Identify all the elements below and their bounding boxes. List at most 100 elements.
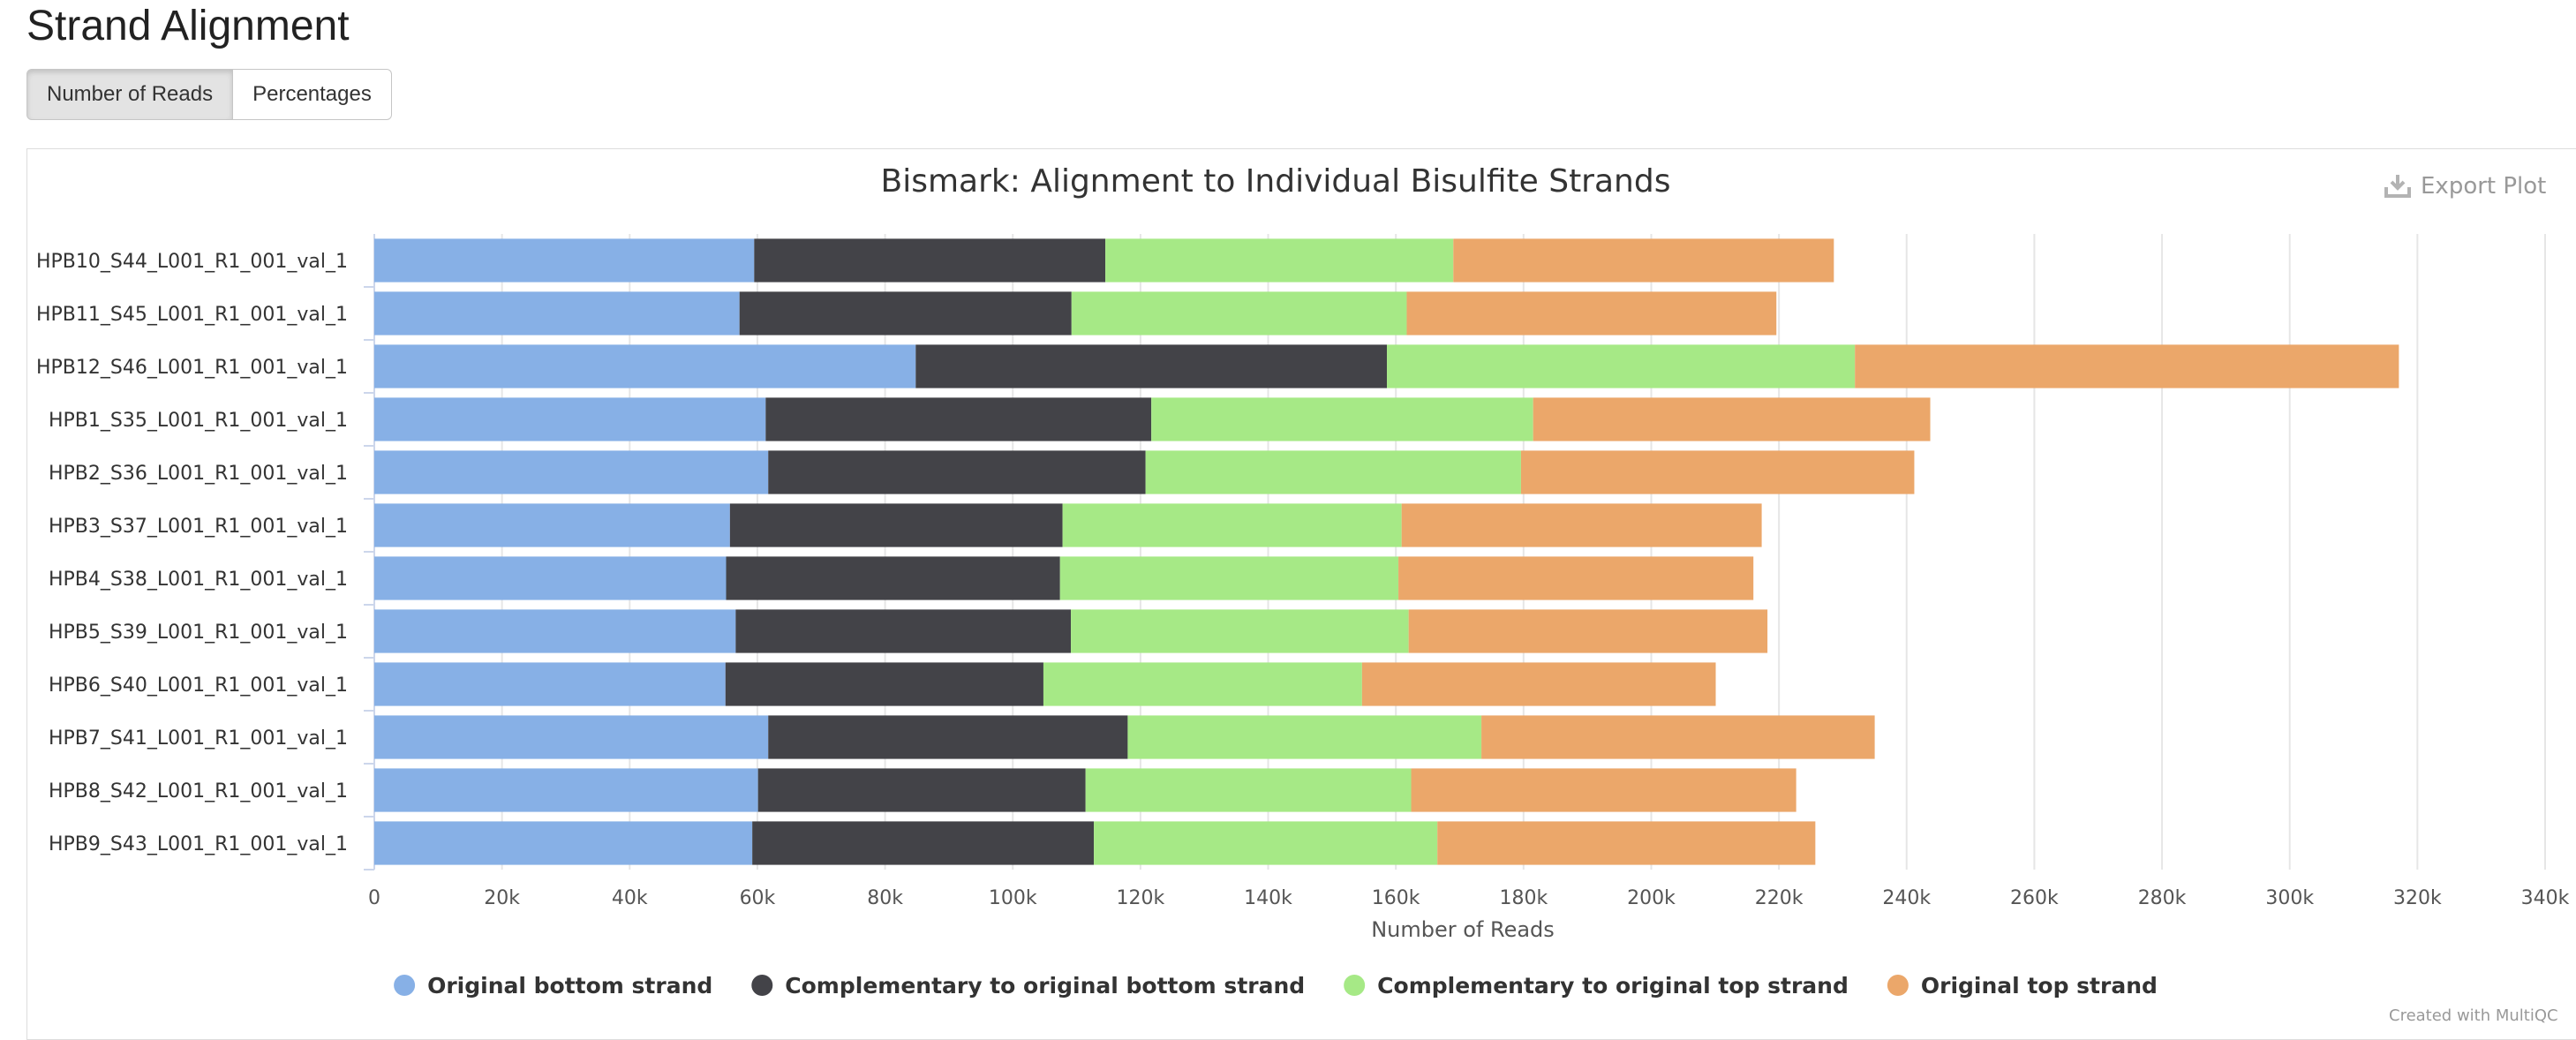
x-tick-label: 200k <box>1627 887 1676 909</box>
bar-segment[interactable] <box>1453 238 1834 283</box>
category-label: HPB8_S42_L001_R1_001_val_1 <box>49 780 348 803</box>
x-tick-label: 180k <box>1499 887 1548 909</box>
bar-segment[interactable] <box>374 821 753 865</box>
x-tick-label: 260k <box>2010 887 2059 909</box>
percentages-button[interactable]: Percentages <box>233 69 392 120</box>
legend-item[interactable]: Complementary to original bottom strand <box>751 973 1305 999</box>
view-toggle-group: Number of Reads Percentages <box>26 69 392 120</box>
bar-segment[interactable] <box>1408 609 1768 653</box>
bar-segment[interactable] <box>1062 503 1402 547</box>
section-title: Strand Alignment <box>26 3 350 49</box>
legend-item[interactable]: Complementary to original top strand <box>1344 973 1849 999</box>
legend-item[interactable]: Original bottom strand <box>394 973 712 999</box>
bar-segment[interactable] <box>725 662 1043 706</box>
bar-segment[interactable] <box>726 556 1060 600</box>
bar-segment[interactable] <box>729 503 1063 547</box>
legend: Original bottom strand Complementary to o… <box>394 973 2158 999</box>
x-tick-label: 60k <box>740 887 776 909</box>
bar-segment[interactable] <box>374 291 740 335</box>
bar-segment[interactable] <box>768 450 1146 494</box>
download-icon <box>2384 175 2411 198</box>
bar-segment[interactable] <box>1151 397 1533 441</box>
bar-segment[interactable] <box>1361 662 1716 706</box>
bar-segment[interactable] <box>1411 768 1796 812</box>
bar-segment[interactable] <box>374 662 726 706</box>
bar-segment[interactable] <box>1071 291 1407 335</box>
x-axis-ticks: 0 20k 40k 60k 80k 100k 120k 140k 160k 180k 200k 220… <box>368 887 2570 909</box>
legend-marker <box>1344 975 1366 996</box>
bar-segment[interactable] <box>374 503 730 547</box>
x-tick-label: 0 <box>368 887 380 909</box>
bar-segment[interactable] <box>1105 238 1454 283</box>
bar-segment[interactable] <box>735 609 1072 653</box>
bar-segment[interactable] <box>1398 556 1754 600</box>
legend-label: Complementary to original top strand <box>1377 973 1849 999</box>
x-tick-label: 80k <box>867 887 903 909</box>
bar-segment[interactable] <box>752 821 1095 865</box>
bar-segment[interactable] <box>739 291 1072 335</box>
bar-segment[interactable] <box>1437 821 1816 865</box>
bar-segment[interactable] <box>1481 715 1875 759</box>
bar-segment[interactable] <box>374 768 758 812</box>
credit-text: Created with MultiQC <box>2389 1006 2558 1025</box>
x-tick-label: 280k <box>2138 887 2187 909</box>
x-tick-label: 140k <box>1244 887 1292 909</box>
bar-segment[interactable] <box>1406 291 1777 335</box>
bar-segment[interactable] <box>374 556 727 600</box>
bar-segment[interactable] <box>754 238 1106 283</box>
x-tick-label: 120k <box>1117 887 1165 909</box>
chart-title: Bismark: Alignment to Individual Bisulfi… <box>881 163 1671 200</box>
bar-segment[interactable] <box>1043 662 1362 706</box>
export-plot-label: Export Plot <box>2421 173 2547 200</box>
bar-segment[interactable] <box>374 609 736 653</box>
category-label: HPB5_S39_L001_R1_001_val_1 <box>49 622 348 644</box>
bar-segment[interactable] <box>374 344 916 388</box>
category-label: HPB10_S44_L001_R1_001_val_1 <box>36 251 348 273</box>
bar-segment[interactable] <box>1520 450 1915 494</box>
bar-segment[interactable] <box>768 715 1128 759</box>
bar-segment[interactable] <box>374 238 755 283</box>
category-label: HPB11_S45_L001_R1_001_val_1 <box>36 304 348 326</box>
bar-segment[interactable] <box>374 397 766 441</box>
bar-segment[interactable] <box>1085 768 1412 812</box>
x-tick-label: 340k <box>2521 887 2570 909</box>
x-tick-label: 320k <box>2393 887 2442 909</box>
bar-segment[interactable] <box>1094 821 1438 865</box>
bar-segment[interactable] <box>1401 503 1762 547</box>
bar-segment[interactable] <box>757 768 1086 812</box>
category-label: HPB6_S40_L001_R1_001_val_1 <box>49 674 348 697</box>
x-tick-label: 160k <box>1372 887 1420 909</box>
x-axis-title: Number of Reads <box>1371 917 1555 942</box>
bar-segment[interactable] <box>374 450 769 494</box>
bar-segment[interactable] <box>1071 609 1409 653</box>
bar-segment[interactable] <box>1533 397 1931 441</box>
x-tick-label: 220k <box>1755 887 1804 909</box>
category-labels: HPB10_S44_L001_R1_001_val_1 HPB11_S45_L00… <box>36 251 374 870</box>
category-label: HPB9_S43_L001_R1_001_val_1 <box>49 833 348 855</box>
bar-segment[interactable] <box>1145 450 1521 494</box>
x-tick-label: 240k <box>1882 887 1931 909</box>
number-of-reads-button[interactable]: Number of Reads <box>26 69 234 120</box>
category-label: HPB1_S35_L001_R1_001_val_1 <box>49 410 348 432</box>
legend-label: Original bottom strand <box>427 973 712 999</box>
legend-label: Complementary to original bottom strand <box>785 973 1305 999</box>
bar-segment[interactable] <box>915 344 1388 388</box>
bar-segment[interactable] <box>1387 344 1856 388</box>
category-label: HPB7_S41_L001_R1_001_val_1 <box>49 727 348 750</box>
legend-marker <box>394 975 416 996</box>
export-plot-button[interactable]: Export Plot <box>2384 173 2546 200</box>
x-tick-label: 300k <box>2265 887 2314 909</box>
category-label: HPB4_S38_L001_R1_001_val_1 <box>49 569 348 591</box>
bar-segment[interactable] <box>1855 344 2399 388</box>
legend-marker <box>751 975 773 996</box>
legend-item[interactable]: Original top strand <box>1887 973 2158 999</box>
bar-segment[interactable] <box>1059 556 1399 600</box>
bar-segment[interactable] <box>765 397 1152 441</box>
category-label: HPB12_S46_L001_R1_001_val_1 <box>36 357 348 379</box>
bar-segment[interactable] <box>1127 715 1482 759</box>
bar-segment[interactable] <box>374 715 769 759</box>
x-tick-label: 20k <box>484 887 520 909</box>
category-label: HPB2_S36_L001_R1_001_val_1 <box>49 463 348 485</box>
x-tick-label: 100k <box>989 887 1037 909</box>
